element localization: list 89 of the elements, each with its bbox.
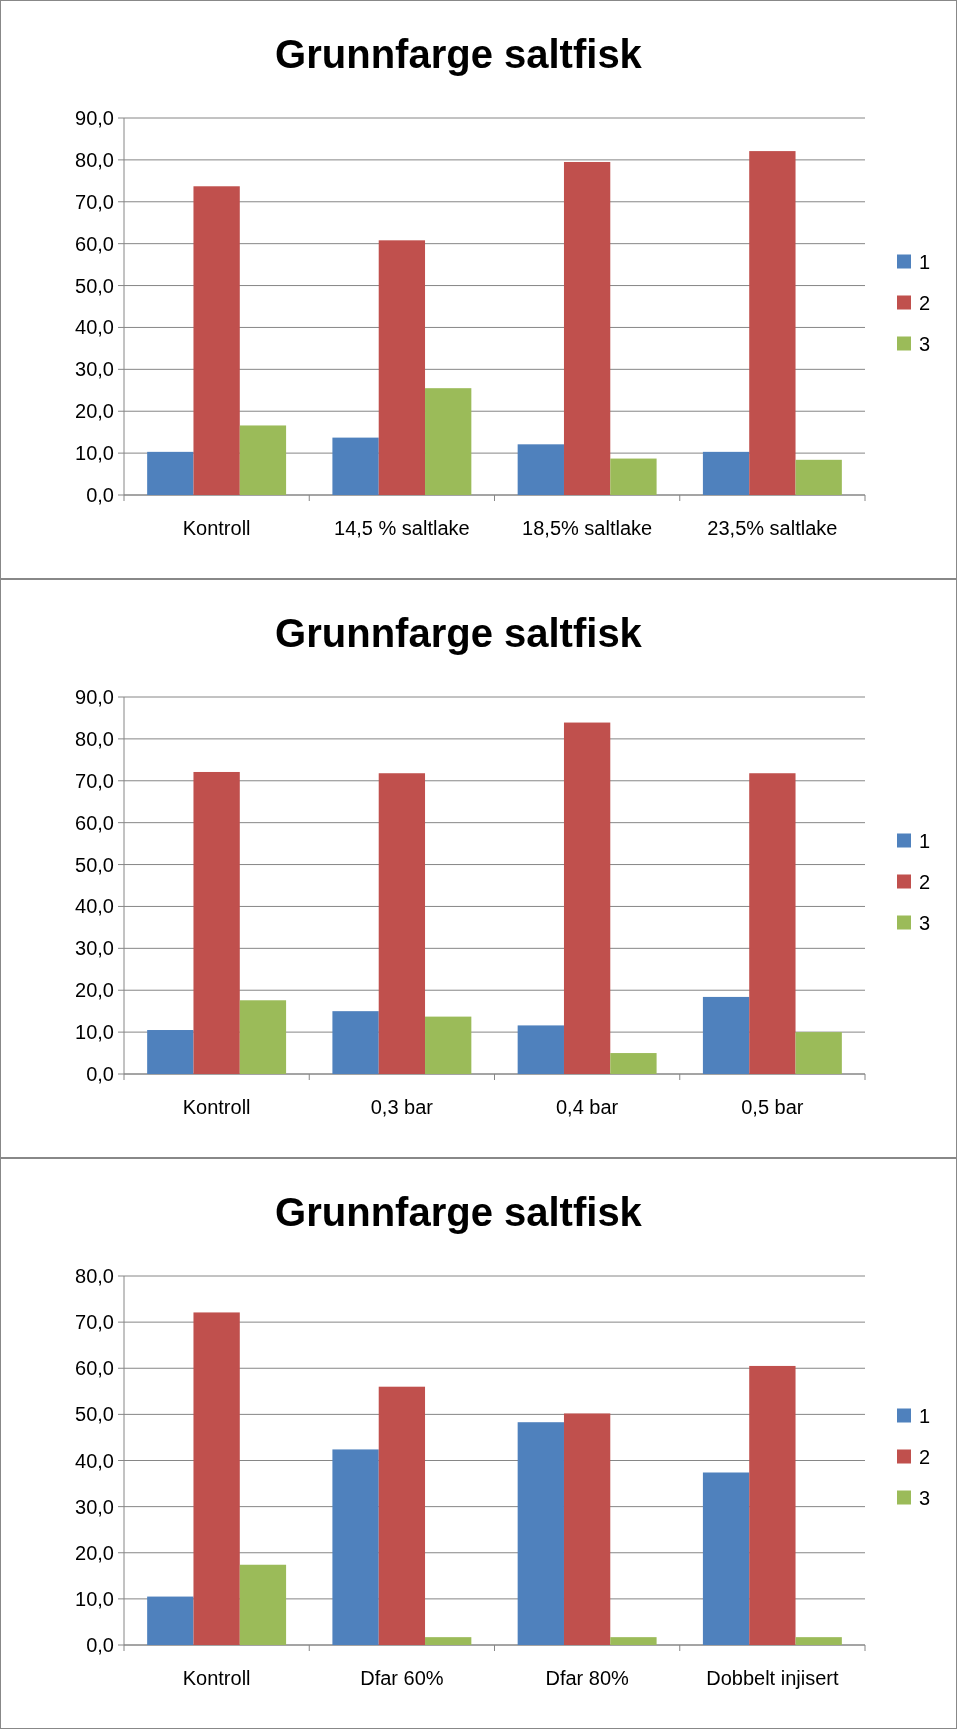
x-tick-label: 18,5% saltlake bbox=[522, 517, 653, 539]
bar bbox=[193, 771, 240, 1074]
y-tick-label: 60,0 bbox=[75, 232, 114, 255]
x-tick-label: Kontroll bbox=[182, 517, 251, 539]
y-tick-label: 10,0 bbox=[75, 1587, 114, 1610]
bar bbox=[193, 1312, 240, 1645]
x-tick-label: Dobbelt injisert bbox=[706, 1667, 839, 1689]
x-tick-label: Dfar 60% bbox=[360, 1667, 444, 1689]
bar bbox=[517, 1422, 564, 1645]
legend-label: 2 bbox=[919, 291, 931, 314]
legend-label: 1 bbox=[919, 829, 931, 852]
bar bbox=[147, 451, 194, 495]
y-tick-label: 60,0 bbox=[75, 1357, 114, 1380]
bar bbox=[563, 1413, 611, 1645]
bar bbox=[749, 1365, 796, 1645]
bar bbox=[378, 1386, 426, 1645]
bar bbox=[425, 1016, 472, 1074]
bar bbox=[795, 1032, 842, 1074]
y-tick-label: 70,0 bbox=[75, 769, 114, 792]
y-tick-label: 50,0 bbox=[75, 1403, 114, 1426]
bar bbox=[702, 1472, 750, 1645]
bar bbox=[378, 240, 426, 495]
bar bbox=[749, 773, 796, 1074]
x-tick-label: 0,5 bar bbox=[741, 1096, 804, 1118]
bar bbox=[610, 458, 657, 495]
bar bbox=[239, 425, 287, 495]
bar bbox=[563, 722, 611, 1074]
x-tick-label: 14,5 % saltlake bbox=[334, 517, 470, 539]
bar bbox=[795, 459, 842, 495]
y-tick-label: 40,0 bbox=[75, 895, 114, 918]
bar bbox=[749, 151, 796, 495]
legend-label: 1 bbox=[919, 1404, 931, 1427]
y-tick-label: 70,0 bbox=[75, 190, 114, 213]
legend-label: 2 bbox=[919, 1445, 931, 1468]
y-tick-label: 50,0 bbox=[75, 274, 114, 297]
x-tick-label: 0,3 bar bbox=[370, 1096, 434, 1118]
bar bbox=[425, 388, 472, 495]
y-tick-label: 20,0 bbox=[75, 1541, 114, 1564]
y-tick-label: 90,0 bbox=[75, 686, 114, 708]
bar bbox=[563, 161, 611, 495]
legend-label: 3 bbox=[919, 1486, 931, 1509]
bar bbox=[517, 444, 564, 495]
y-tick-label: 0,0 bbox=[86, 484, 114, 506]
y-tick-label: 40,0 bbox=[75, 1449, 114, 1472]
y-tick-label: 70,0 bbox=[75, 1311, 114, 1334]
bar bbox=[147, 1030, 194, 1074]
y-tick-label: 80,0 bbox=[75, 1265, 114, 1287]
y-tick-label: 20,0 bbox=[75, 979, 114, 1002]
bar bbox=[332, 1011, 379, 1074]
bar bbox=[147, 1596, 194, 1645]
y-tick-label: 60,0 bbox=[75, 811, 114, 834]
chart-title: Grunnfarge saltfisk bbox=[275, 611, 643, 655]
x-tick-label: 23,5% saltlake bbox=[707, 517, 838, 539]
y-tick-label: 30,0 bbox=[75, 358, 114, 381]
y-tick-label: 0,0 bbox=[86, 1063, 114, 1085]
y-tick-label: 0,0 bbox=[86, 1634, 114, 1656]
bar bbox=[239, 1000, 287, 1074]
y-tick-label: 90,0 bbox=[75, 107, 114, 129]
legend-label: 3 bbox=[919, 911, 931, 934]
bar bbox=[795, 1637, 842, 1645]
x-tick-label: Dfar 80% bbox=[545, 1667, 630, 1689]
legend-label: 1 bbox=[919, 250, 931, 273]
bar bbox=[702, 451, 750, 495]
bar bbox=[332, 437, 379, 495]
bar bbox=[610, 1637, 657, 1645]
y-tick-label: 20,0 bbox=[75, 400, 114, 423]
bar bbox=[425, 1637, 472, 1645]
y-tick-label: 50,0 bbox=[75, 853, 114, 876]
y-tick-label: 30,0 bbox=[75, 937, 114, 960]
bar bbox=[702, 996, 750, 1074]
bar bbox=[378, 773, 426, 1074]
y-tick-label: 10,0 bbox=[75, 1021, 114, 1044]
bar bbox=[610, 1053, 657, 1074]
y-tick-label: 80,0 bbox=[75, 727, 114, 750]
chart-title: Grunnfarge saltfisk bbox=[275, 1190, 643, 1234]
bar bbox=[517, 1025, 564, 1074]
y-tick-label: 10,0 bbox=[75, 442, 114, 465]
chart-title: Grunnfarge saltfisk bbox=[275, 32, 643, 76]
x-tick-label: Kontroll bbox=[182, 1096, 251, 1118]
bar bbox=[193, 186, 240, 495]
x-tick-label: 0,4 bar bbox=[555, 1096, 619, 1118]
y-tick-label: 40,0 bbox=[75, 316, 114, 339]
y-tick-label: 80,0 bbox=[75, 148, 114, 171]
bar bbox=[332, 1449, 379, 1645]
y-tick-label: 30,0 bbox=[75, 1495, 114, 1518]
legend-label: 3 bbox=[919, 332, 931, 355]
x-tick-label: Kontroll bbox=[182, 1667, 251, 1689]
legend-label: 2 bbox=[919, 870, 931, 893]
bar bbox=[239, 1564, 287, 1645]
